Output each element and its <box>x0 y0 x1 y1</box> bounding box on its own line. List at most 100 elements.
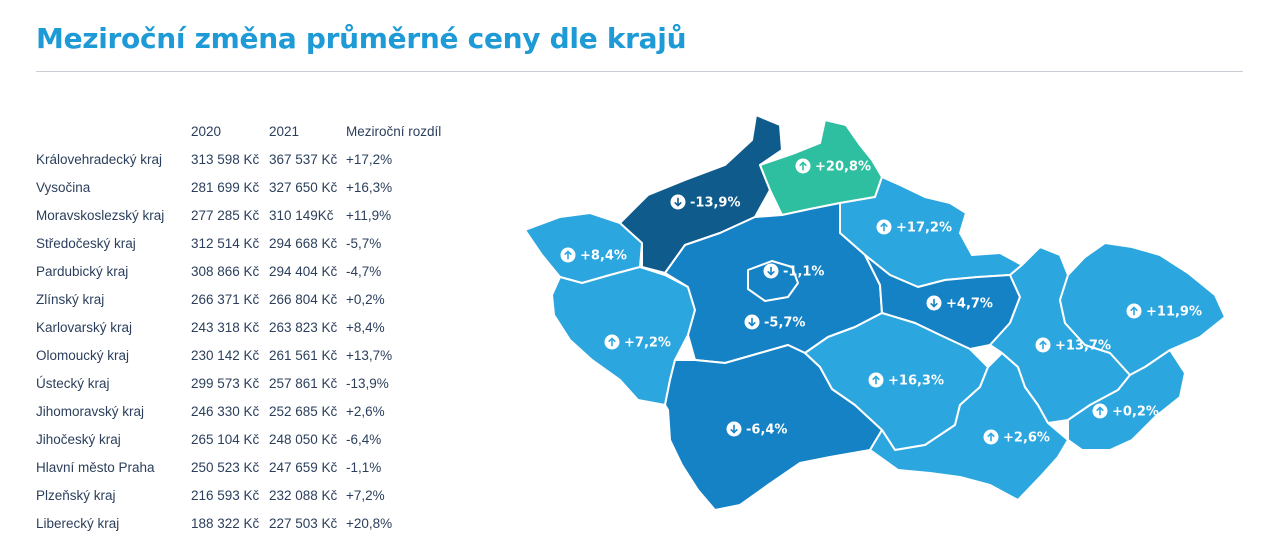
price-2020-cell: 313 598 Kč <box>191 151 260 167</box>
table-row: Zlínský kraj 266 371 Kč 266 804 Kč +0,2% <box>36 285 456 313</box>
czech-regions-map: +8,4% +7,2% -13,9% +20,8% +17,2% -5,7% -1,1% +4… <box>524 114 1226 511</box>
title-divider <box>36 71 1243 72</box>
price-2020-cell: 277 285 Kč <box>191 207 260 223</box>
region-name-cell: Karlovarský kraj <box>36 319 133 335</box>
table-row: Královehradecký kraj 313 598 Kč 367 537 Kč… <box>36 145 456 173</box>
region-jihocesky <box>664 344 883 511</box>
price-2021-cell: 266 804 Kč <box>269 291 338 307</box>
region-label-jihomoravsky: +2,6% <box>983 429 1050 446</box>
price-2020-cell: 266 371 Kč <box>191 291 260 307</box>
change-cell: -4,7% <box>346 263 382 279</box>
price-2021-cell: 294 668 Kč <box>269 235 338 251</box>
region-name-cell: Vysočina <box>36 179 91 195</box>
region-label-ustecky: -13,9% <box>670 194 741 211</box>
change-cell: +7,2% <box>346 487 385 503</box>
arrow-down-icon <box>926 295 942 311</box>
region-change-value: +17,2% <box>896 221 952 236</box>
arrow-up-icon <box>876 219 892 235</box>
region-name-cell: Zlínský kraj <box>36 291 105 307</box>
column-header-change: Meziroční rozdíl <box>346 123 442 139</box>
region-change-value: -1,1% <box>783 265 824 280</box>
region-name-cell: Hlavní město Praha <box>36 459 155 475</box>
arrow-down-icon <box>726 421 742 437</box>
price-2021-cell: 247 659 Kč <box>269 459 338 475</box>
price-2021-cell: 248 050 Kč <box>269 431 338 447</box>
region-name-cell: Královehradecký kraj <box>36 151 163 167</box>
region-label-liberecky: +20,8% <box>795 158 871 175</box>
table-row: Jihočeský kraj 265 104 Kč 248 050 Kč -6,4% <box>36 425 456 453</box>
table-header-row: 2020 2021 Meziroční rozdíl <box>36 117 456 145</box>
region-name-cell: Pardubický kraj <box>36 263 129 279</box>
region-change-value: +4,7% <box>946 297 993 312</box>
price-2020-cell: 246 330 Kč <box>191 403 260 419</box>
arrow-down-icon <box>744 314 760 330</box>
change-cell: -13,9% <box>346 375 389 391</box>
change-cell: +2,6% <box>346 403 385 419</box>
price-2020-cell: 265 104 Kč <box>191 431 260 447</box>
region-change-value: +0,2% <box>1112 405 1159 420</box>
table-row: Ústecký kraj 299 573 Kč 257 861 Kč -13,9% <box>36 369 456 397</box>
price-table: 2020 2021 Meziroční rozdíl Královehradec… <box>36 117 456 537</box>
price-2021-cell: 257 861 Kč <box>269 375 338 391</box>
table-row: Středočeský kraj 312 514 Kč 294 668 Kč -5,7… <box>36 229 456 257</box>
region-label-zlinsky: +0,2% <box>1092 403 1159 420</box>
region-name-cell: Středočeský kraj <box>36 235 136 251</box>
region-label-moravskoslezsky: +11,9% <box>1126 303 1202 320</box>
arrow-up-icon <box>868 372 884 388</box>
price-2021-cell: 261 561 Kč <box>269 347 338 363</box>
table-row: Plzeňský kraj 216 593 Kč 232 088 Kč +7,2% <box>36 481 456 509</box>
table-row: Vysočina 281 699 Kč 327 650 Kč +16,3% <box>36 173 456 201</box>
change-cell: +16,3% <box>346 179 393 195</box>
price-2021-cell: 327 650 Kč <box>269 179 338 195</box>
arrow-up-icon <box>795 158 811 174</box>
table-row: Pardubický kraj 308 866 Kč 294 404 Kč -4,7% <box>36 257 456 285</box>
price-2021-cell: 252 685 Kč <box>269 403 338 419</box>
column-header-2020: 2020 <box>191 123 222 139</box>
region-change-value: +16,3% <box>888 374 944 389</box>
arrow-up-icon <box>983 429 999 445</box>
change-cell: -1,1% <box>346 459 382 475</box>
region-label-vysocina: +16,3% <box>868 372 944 389</box>
region-change-value: +8,4% <box>580 249 627 264</box>
price-2020-cell: 243 318 Kč <box>191 319 260 335</box>
region-name-cell: Jihomoravský kraj <box>36 403 145 419</box>
price-2020-cell: 299 573 Kč <box>191 375 260 391</box>
change-cell: -6,4% <box>346 431 382 447</box>
region-change-value: +7,2% <box>624 336 671 351</box>
price-2021-cell: 310 149Kč <box>269 207 334 223</box>
arrow-down-icon <box>670 194 686 210</box>
price-2020-cell: 250 523 Kč <box>191 459 260 475</box>
region-change-value: +13,7% <box>1055 339 1111 354</box>
change-cell: -5,7% <box>346 235 382 251</box>
table-row: Olomoucký kraj 230 142 Kč 261 561 Kč +13,7% <box>36 341 456 369</box>
region-zlinsky <box>1067 349 1186 451</box>
change-cell: +8,4% <box>346 319 385 335</box>
price-2020-cell: 312 514 Kč <box>191 235 260 251</box>
price-2021-cell: 232 088 Kč <box>269 487 338 503</box>
table-row: Liberecký kraj 188 322 Kč 227 503 Kč +20,8% <box>36 509 456 537</box>
region-label-pardubicky: +4,7% <box>926 295 993 312</box>
arrow-up-icon <box>1126 303 1142 319</box>
price-2020-cell: 188 322 Kč <box>191 515 260 531</box>
change-cell: +11,9% <box>346 207 392 223</box>
region-label-plzensky: +7,2% <box>604 334 671 351</box>
price-2021-cell: 263 823 Kč <box>269 319 338 335</box>
arrow-up-icon <box>1035 337 1051 353</box>
region-change-value: +11,9% <box>1146 305 1202 320</box>
change-cell: +0,2% <box>346 291 385 307</box>
region-name-cell: Plzeňský kraj <box>36 487 116 503</box>
region-label-olomoucky: +13,7% <box>1035 337 1111 354</box>
price-2020-cell: 216 593 Kč <box>191 487 260 503</box>
table-row: Jihomoravský kraj 246 330 Kč 252 685 Kč +2,… <box>36 397 456 425</box>
region-moravskoslezsky <box>1059 242 1226 376</box>
table-row: Karlovarský kraj 243 318 Kč 263 823 Kč +8,4… <box>36 313 456 341</box>
region-label-praha: -1,1% <box>763 263 824 280</box>
region-label-jihocesky: -6,4% <box>726 421 787 438</box>
change-cell: +20,8% <box>346 515 393 531</box>
region-praha <box>747 260 799 302</box>
change-cell: +13,7% <box>346 347 393 363</box>
arrow-up-icon <box>604 334 620 350</box>
table-row: Moravskoslezský kraj 277 285 Kč 310 149Kč +… <box>36 201 456 229</box>
region-name-cell: Olomoucký kraj <box>36 347 130 363</box>
price-2020-cell: 281 699 Kč <box>191 179 260 195</box>
